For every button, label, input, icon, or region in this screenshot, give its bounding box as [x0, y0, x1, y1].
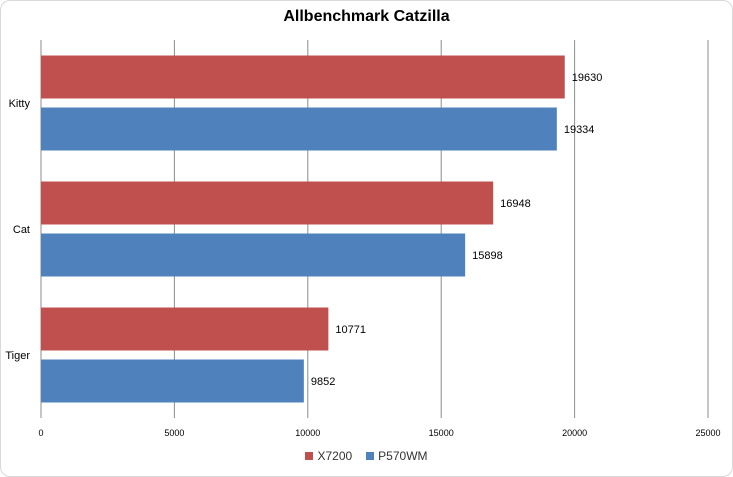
category-label-tiger: Tiger — [5, 350, 30, 362]
category-label-kitty: Kitty — [9, 98, 31, 110]
legend-swatch-p570wm — [366, 452, 375, 460]
bars — [41, 55, 565, 403]
bar-p570wm-cat — [41, 233, 466, 277]
data-label-p570wm-kitty: 19334 — [564, 124, 595, 136]
bar-x7200-kitty — [41, 55, 565, 99]
legend-swatch-x7200 — [305, 452, 314, 460]
gridlines — [40, 40, 709, 418]
category-label-cat: Cat — [13, 224, 30, 236]
bar-x7200-tiger — [41, 307, 329, 351]
data-label-x7200-kitty: 19630 — [572, 72, 603, 84]
data-label-p570wm-cat: 15898 — [472, 250, 503, 262]
legend: X7200 P570WM — [0, 449, 733, 463]
bar-p570wm-tiger — [41, 359, 304, 403]
legend-item-p570wm: P570WM — [366, 449, 428, 463]
x-tick-label-5000: 5000 — [164, 428, 184, 438]
data-label-x7200-cat: 16948 — [500, 198, 531, 210]
legend-label-x7200: X7200 — [317, 449, 353, 463]
data-label-p570wm-tiger: 9852 — [311, 376, 335, 388]
legend-item-x7200: X7200 — [305, 449, 352, 463]
x-tick-label-0: 0 — [38, 428, 43, 438]
x-tick-label-10000: 10000 — [295, 428, 320, 438]
x-tick-label-20000: 20000 — [562, 428, 587, 438]
bar-p570wm-kitty — [41, 107, 557, 151]
x-tick-label-15000: 15000 — [429, 428, 454, 438]
bar-x7200-cat — [41, 181, 494, 225]
x-tick-label-25000: 25000 — [695, 428, 720, 438]
legend-label-p570wm: P570WM — [378, 449, 428, 463]
labels: 0 5000 10000 15000 20000 25000 19630 19334 Kitty… — [5, 72, 720, 438]
data-label-x7200-tiger: 10771 — [335, 324, 366, 336]
chart-title: Allbenchmark Catzilla — [283, 8, 450, 25]
